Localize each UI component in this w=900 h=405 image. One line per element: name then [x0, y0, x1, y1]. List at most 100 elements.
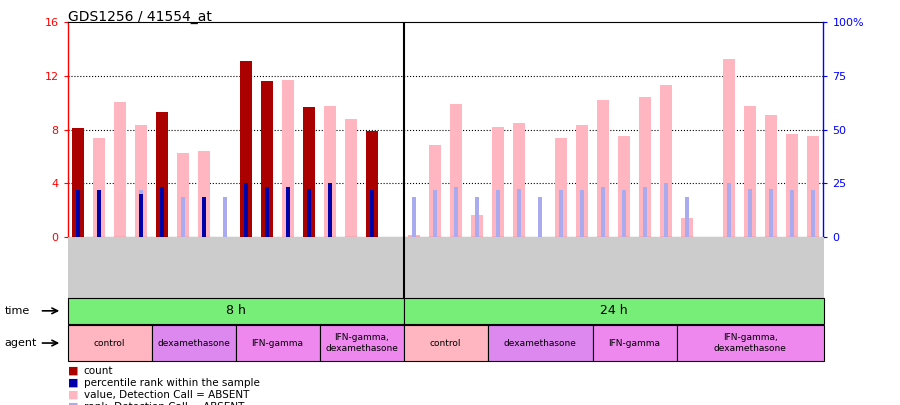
Bar	[576, 125, 588, 237]
Bar	[151, 325, 236, 361]
Bar	[140, 190, 143, 237]
Bar	[664, 183, 668, 237]
Bar	[450, 104, 462, 237]
Bar	[727, 183, 731, 237]
Bar	[475, 197, 479, 237]
Bar	[598, 100, 608, 237]
Bar	[140, 194, 143, 237]
Bar	[177, 153, 189, 237]
Bar	[244, 183, 248, 237]
Bar	[236, 325, 320, 361]
Bar	[157, 112, 167, 237]
Bar	[202, 197, 206, 237]
Bar	[513, 123, 525, 237]
Bar	[748, 189, 752, 237]
Bar	[639, 97, 651, 237]
Bar	[72, 128, 84, 237]
Bar	[559, 190, 562, 237]
Bar	[261, 81, 273, 237]
Bar	[770, 189, 773, 237]
Bar	[198, 151, 210, 237]
Bar	[538, 197, 542, 237]
Bar	[454, 187, 458, 237]
Bar	[592, 325, 677, 361]
Bar	[181, 197, 184, 237]
Bar	[240, 61, 252, 237]
Text: time: time	[4, 306, 30, 316]
Bar	[303, 107, 315, 237]
Bar	[622, 190, 626, 237]
Bar	[496, 190, 500, 237]
Bar	[685, 197, 688, 237]
Text: count: count	[84, 366, 113, 375]
Text: control: control	[430, 339, 461, 347]
Bar	[346, 119, 356, 237]
Bar	[283, 80, 293, 237]
Bar	[765, 115, 777, 237]
Bar	[429, 145, 441, 237]
Text: IFN-gamma,
dexamethasone: IFN-gamma, dexamethasone	[714, 333, 787, 353]
Bar	[433, 190, 436, 237]
Text: percentile rank within the sample: percentile rank within the sample	[84, 378, 259, 388]
Text: 24 h: 24 h	[599, 304, 627, 318]
Bar	[677, 325, 824, 361]
Text: dexamethasone: dexamethasone	[158, 339, 230, 347]
Bar	[412, 197, 416, 237]
Bar	[807, 136, 819, 237]
Bar	[518, 189, 521, 237]
Bar	[202, 197, 206, 237]
Bar	[601, 187, 605, 237]
Bar	[160, 187, 164, 237]
Bar	[324, 106, 336, 237]
Bar	[68, 325, 151, 361]
Bar	[790, 190, 794, 237]
Bar	[366, 131, 378, 237]
Bar	[492, 128, 504, 237]
Bar	[328, 183, 332, 237]
Bar	[409, 235, 419, 237]
Bar	[787, 134, 797, 237]
Bar	[286, 187, 290, 237]
Bar	[320, 325, 403, 361]
Text: control: control	[94, 339, 125, 347]
Bar	[135, 125, 147, 237]
Bar	[681, 217, 693, 237]
Bar	[307, 190, 310, 237]
Text: IFN-gamma: IFN-gamma	[608, 339, 661, 347]
Text: GDS1256 / 41554_at: GDS1256 / 41554_at	[68, 10, 211, 24]
Bar	[76, 190, 80, 237]
Bar	[618, 136, 630, 237]
Bar	[744, 106, 756, 237]
Bar	[68, 298, 403, 324]
Bar	[286, 187, 290, 237]
Text: ■: ■	[68, 402, 78, 405]
Text: IFN-gamma: IFN-gamma	[251, 339, 303, 347]
Text: dexamethasone: dexamethasone	[504, 339, 576, 347]
Text: ■: ■	[68, 378, 78, 388]
Bar	[76, 194, 80, 237]
Bar	[580, 190, 584, 237]
Text: ■: ■	[68, 366, 78, 375]
Bar	[403, 325, 488, 361]
Bar	[370, 190, 374, 237]
Bar	[97, 190, 101, 237]
Text: agent: agent	[4, 338, 37, 348]
Bar	[403, 298, 824, 324]
Text: IFN-gamma,
dexamethasone: IFN-gamma, dexamethasone	[325, 333, 398, 353]
Text: rank, Detection Call = ABSENT: rank, Detection Call = ABSENT	[84, 402, 244, 405]
Bar	[223, 197, 227, 237]
Bar	[488, 325, 592, 361]
Bar	[724, 59, 734, 237]
Bar	[266, 187, 269, 237]
Bar	[94, 138, 104, 237]
Text: ■: ■	[68, 390, 78, 400]
Bar	[472, 215, 482, 237]
Bar	[644, 187, 647, 237]
Bar	[661, 85, 671, 237]
Bar	[555, 138, 567, 237]
Text: 8 h: 8 h	[226, 304, 246, 318]
Text: value, Detection Call = ABSENT: value, Detection Call = ABSENT	[84, 390, 249, 400]
Bar	[114, 102, 126, 237]
Bar	[811, 190, 814, 237]
Bar	[307, 189, 310, 237]
